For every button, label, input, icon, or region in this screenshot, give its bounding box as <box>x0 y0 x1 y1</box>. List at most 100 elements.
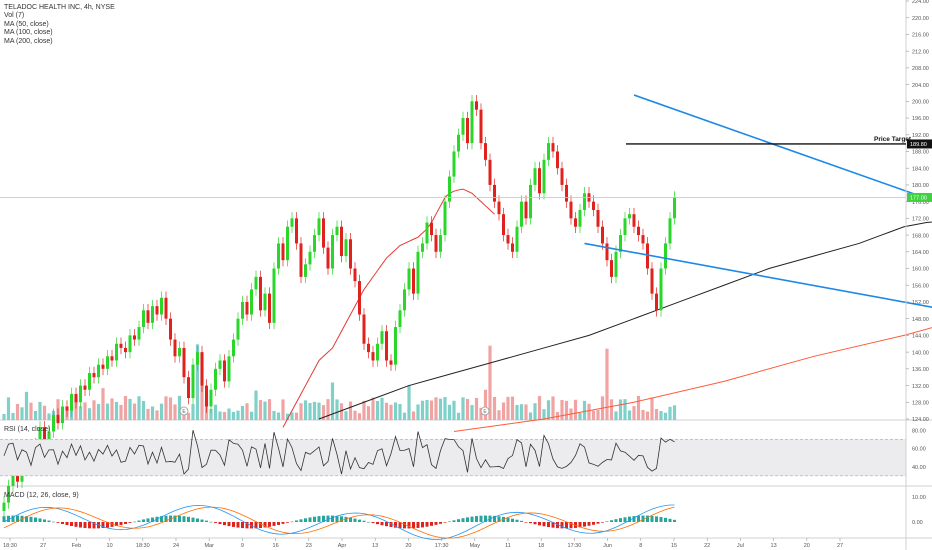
volume-bar <box>434 397 438 420</box>
macd-histogram-bar <box>452 520 456 522</box>
volume-bar <box>303 400 308 420</box>
macd-histogram-bar <box>461 518 465 522</box>
volume-bar <box>227 408 231 420</box>
time-tick-label: 16 <box>273 543 279 549</box>
volume-bar <box>573 399 578 420</box>
candle-body <box>313 235 316 252</box>
macd-label: MACD (12, 26, close, 9) <box>4 492 79 499</box>
macd-histogram-bar <box>16 515 19 522</box>
candle-body <box>569 201 573 219</box>
volume-bar <box>438 398 443 420</box>
macd-histogram-bar <box>443 522 447 523</box>
candle-body <box>349 239 352 269</box>
volume-bar <box>87 408 92 420</box>
macd-histogram-bar <box>88 522 91 529</box>
rsi-tick-label: 40.00 <box>912 465 926 471</box>
time-tick-label: Jun <box>603 543 612 549</box>
ma100-legend: MA (100, close) <box>4 29 53 37</box>
macd-histogram-bar <box>326 515 330 522</box>
candle-body <box>592 201 595 210</box>
volume-bar <box>510 396 515 420</box>
macd-histogram-bar <box>632 516 636 522</box>
price-axis[interactable]: 224.00 220.00 216.00 212.00 208.00 204.00 200.… <box>905 0 929 550</box>
candle-body <box>101 364 105 369</box>
price-tick-label: 132.00 <box>912 384 929 390</box>
candle-body <box>650 268 654 294</box>
candle-body <box>250 289 253 315</box>
macd-histogram-bar <box>241 522 244 529</box>
volume-bar <box>488 345 492 420</box>
volume-bar <box>20 407 24 420</box>
macd-histogram-bar <box>583 522 586 527</box>
candle-body <box>187 377 190 399</box>
candle-body <box>637 226 640 236</box>
volume-bar <box>447 404 452 420</box>
macd-histogram-bar <box>92 522 96 529</box>
macd-histogram-bar <box>254 522 258 529</box>
macd-histogram-bar <box>457 519 460 522</box>
macd-histogram-bar <box>223 522 226 526</box>
volume-bar <box>641 409 645 420</box>
candle-body <box>277 243 280 269</box>
macd-histogram-bar <box>61 522 64 524</box>
candle-body <box>403 289 406 311</box>
volume-bar <box>164 396 168 420</box>
macd-histogram-bar <box>25 516 28 522</box>
candle-body <box>641 235 645 244</box>
volume-bar <box>168 397 173 420</box>
time-axis[interactable]: 18:30 27 Feb 10 18:30 24 Mar 9 16 23 Apr 13 20 17:30 M… <box>3 538 843 549</box>
volume-bar <box>159 403 164 420</box>
earnings-marker-label: E <box>483 409 487 415</box>
volume-bar <box>389 404 393 420</box>
volume-bar <box>326 399 330 420</box>
volume-bar <box>465 398 470 420</box>
macd-histogram-bar <box>2 516 6 522</box>
volume-bars <box>2 344 677 420</box>
volume-bar <box>258 400 263 420</box>
price-tick-label: 140.00 <box>912 350 929 356</box>
candle-body <box>407 268 411 290</box>
macd-histogram-bar <box>142 519 145 522</box>
volume-bar <box>609 399 614 420</box>
candle-body <box>475 101 478 110</box>
volume-bar <box>596 409 600 420</box>
candle-body <box>524 201 528 219</box>
candle-body <box>376 343 379 361</box>
volume-bar <box>321 405 326 420</box>
macd-histogram-bar <box>596 522 600 524</box>
macd-histogram-bar <box>232 522 235 527</box>
macd-histogram-bar <box>551 522 555 528</box>
candle-body <box>461 118 465 135</box>
volume-bar <box>38 401 42 420</box>
volume-bar <box>645 411 650 420</box>
candle-body <box>151 306 154 323</box>
trendlines[interactable] <box>584 94 932 310</box>
macd-histogram-bar <box>340 516 343 522</box>
volume-bar <box>92 400 96 420</box>
price-tick-label: 156.00 <box>912 283 929 289</box>
candle-body <box>133 335 136 340</box>
macd-histogram-bar <box>610 520 613 522</box>
volume-bar <box>344 411 348 420</box>
earnings-marker <box>480 406 490 416</box>
volume-bar <box>551 396 555 420</box>
candle-body <box>335 226 339 236</box>
candle-body <box>479 109 483 144</box>
candle-body <box>596 210 600 227</box>
macd-histogram-bar <box>200 519 204 522</box>
macd-histogram-bar <box>398 522 402 529</box>
macd-histogram-bar <box>124 522 127 524</box>
price-tick-label: 160.00 <box>912 267 929 273</box>
volume-bar <box>245 403 249 420</box>
macd-histogram-bar <box>335 515 339 522</box>
ma50-line <box>282 188 495 428</box>
volume-bar <box>285 413 290 420</box>
time-tick-label: 20 <box>804 543 810 549</box>
macd-histogram-bar <box>520 520 523 522</box>
macd-histogram-bar <box>560 522 564 529</box>
macd-histogram-bar <box>542 522 546 527</box>
candle-body <box>430 222 433 236</box>
candle-body <box>398 310 402 328</box>
candle-body <box>268 293 271 323</box>
